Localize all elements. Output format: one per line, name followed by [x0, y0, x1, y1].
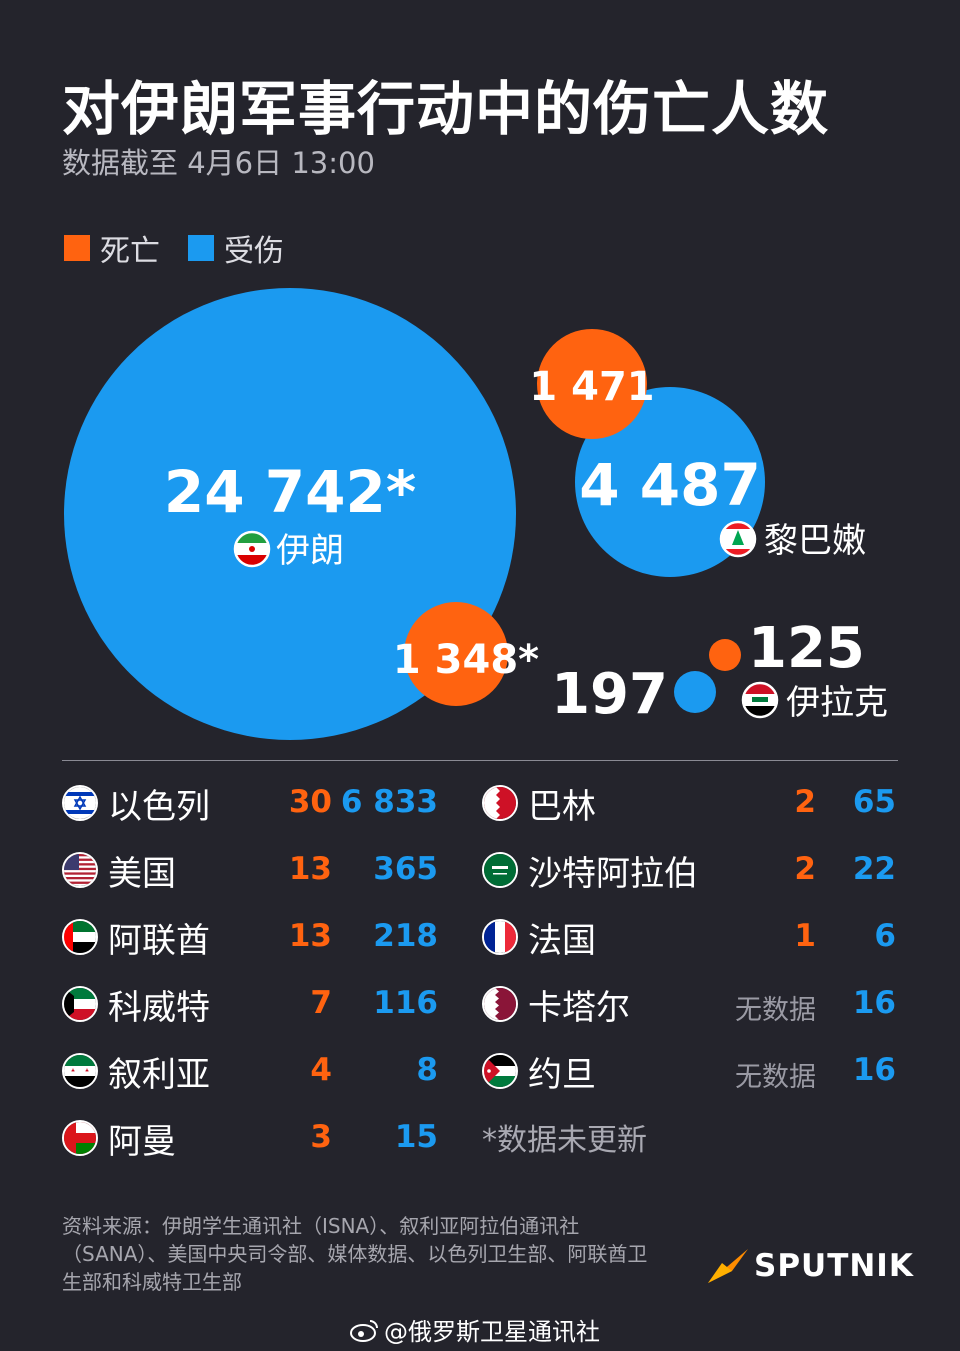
data-note: *数据未更新 — [482, 1123, 647, 1158]
weibo-credit-label: @俄罗斯卫星通讯社 — [384, 1318, 600, 1346]
table-row: 美国 13 365 — [62, 845, 438, 895]
table-row: 巴林 2 65 — [482, 778, 896, 828]
flag-bahrain-icon — [482, 785, 518, 821]
injured-value: 16 — [852, 985, 896, 1021]
table-row: 叙利亚 4 8 — [62, 1046, 438, 1096]
sputnik-brand: SPUTNIK — [708, 1248, 914, 1284]
deaths-value: 1 — [794, 918, 816, 954]
flag-syria-icon — [62, 1053, 98, 1089]
bubble-lebanon-deaths — [537, 329, 647, 439]
weibo-credit: @俄罗斯卫星通讯社 — [350, 1312, 600, 1347]
flag-oman-icon — [62, 1120, 98, 1156]
sputnik-brand-label: SPUTNIK — [754, 1248, 914, 1284]
table-row: 阿联酋 13 218 — [62, 912, 438, 962]
bubble-iraq-deaths — [709, 639, 741, 671]
injured-value: 8 — [416, 1052, 438, 1088]
injured-value: 6 — [874, 918, 896, 954]
label-iraq-country: 伊拉克 — [786, 683, 888, 723]
label-iraq-deaths: 125 — [748, 616, 865, 681]
label-lebanon-country: 黎巴嫩 — [764, 521, 866, 561]
flag-kuwait-icon — [62, 986, 98, 1022]
legend-item-injured: 受伤 — [188, 226, 284, 270]
label-lebanon-injured: 4 487 — [579, 451, 761, 519]
deaths-value: 2 — [794, 851, 816, 887]
bubble-iran-injured — [64, 288, 516, 740]
table-row: 阿曼 3 15 — [62, 1113, 438, 1163]
flag-iraq-bubble — [741, 681, 779, 719]
flag-qatar-icon — [482, 986, 518, 1022]
country-name: 巴林 — [528, 786, 596, 827]
table-row: 沙特阿拉伯 2 22 — [482, 845, 896, 895]
page-subtitle: 数据截至 4月6日 13:00 — [62, 146, 375, 180]
deaths-value: 4 — [310, 1052, 332, 1088]
legend-item-deaths: 死亡 — [64, 226, 160, 270]
bubble-chart: 24 742* 1 348* 伊朗 4 487 1 471 黎巴嫩 197 12… — [64, 288, 888, 740]
flag-france-icon — [482, 919, 518, 955]
table-row: 科威特 7 116 — [62, 979, 438, 1029]
deaths-value: 30 — [288, 784, 332, 820]
page-title: 对伊朗军事行动中的伤亡人数 — [62, 75, 830, 143]
injured-value: 22 — [852, 851, 896, 887]
deaths-value: 无数据 — [735, 995, 816, 1026]
label-iran-injured: 24 742* — [164, 458, 416, 526]
label-lebanon-deaths: 1 471 — [529, 364, 654, 410]
table-row: 法国 1 6 — [482, 912, 896, 962]
injured-value: 16 — [852, 1052, 896, 1088]
country-name: 美国 — [108, 853, 176, 894]
deaths-value: 无数据 — [735, 1062, 816, 1093]
weibo-icon — [350, 1319, 378, 1342]
injured-value: 218 — [373, 918, 438, 954]
bubble-lebanon-injured — [575, 387, 765, 577]
bubble-iraq-injured — [674, 671, 716, 713]
deaths-value: 7 — [310, 985, 332, 1021]
flag-iran-bubble — [233, 530, 271, 568]
label-iraq-injured: 197 — [551, 662, 668, 727]
flag-uae-icon — [62, 919, 98, 955]
injured-value: 15 — [394, 1119, 438, 1155]
deaths-value: 3 — [310, 1119, 332, 1155]
legend-swatch-injured — [188, 235, 214, 261]
deaths-value: 13 — [288, 851, 332, 887]
country-name: 科威特 — [108, 987, 210, 1028]
legend-swatch-deaths — [64, 235, 90, 261]
bubble-iran-deaths — [404, 602, 508, 706]
label-iran-deaths: 1 348* — [393, 637, 539, 683]
injured-value: 65 — [852, 784, 896, 820]
table-row: 约旦 无数据 16 — [482, 1046, 896, 1096]
table-row: 以色列 30 6 833 — [62, 778, 438, 828]
country-name: 沙特阿拉伯 — [528, 853, 698, 894]
legend: 死亡 受伤 — [64, 226, 312, 270]
sputnik-logo-icon — [708, 1249, 748, 1283]
legend-label-deaths: 死亡 — [100, 234, 160, 269]
legend-label-injured: 受伤 — [224, 234, 284, 269]
flag-jordan-icon — [482, 1053, 518, 1089]
flag-israel-icon — [62, 785, 98, 821]
country-name: 法国 — [528, 920, 596, 961]
injured-value: 116 — [373, 985, 438, 1021]
flag-usa-icon — [62, 852, 98, 888]
country-name: 叙利亚 — [108, 1054, 210, 1095]
country-name: 阿曼 — [108, 1121, 176, 1162]
source-note: 资料来源：伊朗学生通讯社（ISNA）、叙利亚阿拉伯通讯社（SANA）、美国中央司… — [62, 1214, 648, 1294]
flag-saudi-icon — [482, 852, 518, 888]
flag-lebanon-bubble — [719, 520, 757, 558]
country-name: 约旦 — [528, 1054, 596, 1095]
injured-value: 365 — [373, 851, 438, 887]
divider — [62, 760, 898, 761]
table-row: 卡塔尔 无数据 16 — [482, 979, 896, 1029]
deaths-value: 13 — [288, 918, 332, 954]
deaths-value: 2 — [794, 784, 816, 820]
country-name: 卡塔尔 — [528, 987, 630, 1028]
country-name: 以色列 — [108, 786, 210, 827]
injured-value: 6 833 — [340, 784, 438, 820]
country-name: 阿联酋 — [108, 920, 210, 961]
label-iran-country: 伊朗 — [276, 531, 344, 571]
